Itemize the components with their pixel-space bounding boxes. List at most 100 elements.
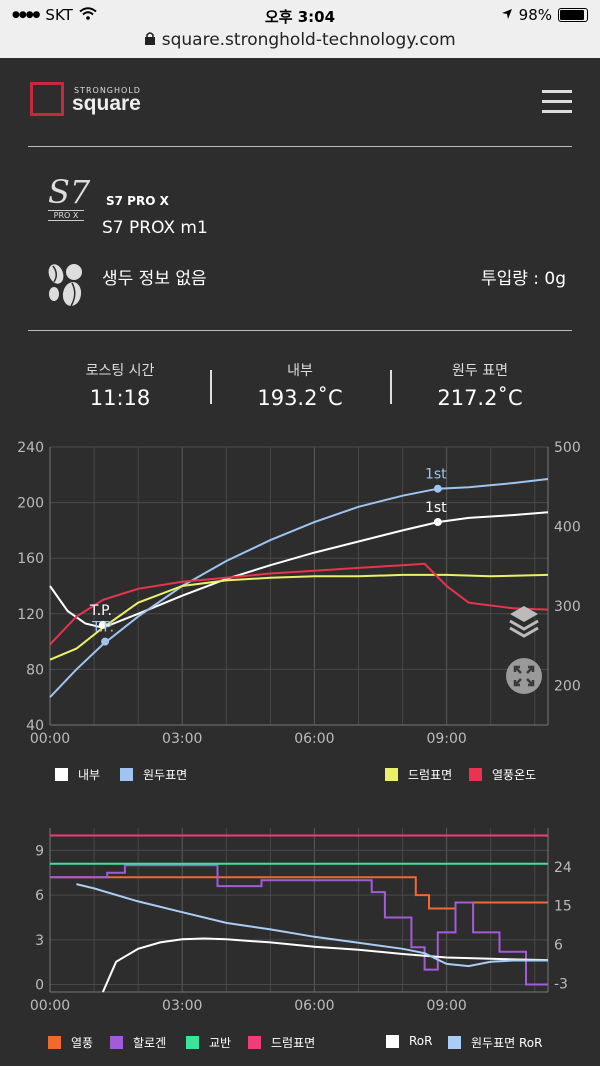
- clock: 오후 3:04: [264, 8, 336, 26]
- control-chart: 9 6 3 0 24 15 6 -3 00:00 03:00 06:00 09:00: [30, 828, 572, 1014]
- signal-icon: ●●●●: [12, 10, 40, 20]
- legend-label: 교반: [209, 1036, 232, 1050]
- legend-label: 열풍온도: [492, 768, 537, 782]
- legend-halogen[interactable]: 할로겐: [110, 1034, 166, 1051]
- legend-label: 원두표면: [143, 768, 188, 782]
- event-marker-label: 1st: [425, 467, 447, 483]
- layers-icon[interactable]: [508, 604, 540, 642]
- y-left-tick-label: 120: [17, 607, 44, 623]
- x-tick-label: 03:00: [162, 998, 202, 1014]
- battery-icon: [558, 8, 588, 22]
- legend-ror[interactable]: RoR: [386, 1034, 432, 1048]
- y-right-tick-label: 15: [554, 899, 572, 915]
- legend-swatch: [186, 1036, 199, 1049]
- series-line: [49, 511, 549, 629]
- legend-hot-air[interactable]: 열풍온도: [469, 766, 536, 783]
- stat-divider: [210, 370, 212, 404]
- legend-swatch: [386, 1034, 399, 1048]
- legend-label: 원두표면 RoR: [471, 1036, 543, 1050]
- legend-bean-ror[interactable]: 원두표면 RoR: [448, 1034, 542, 1051]
- y-right-tick-label: 24: [554, 860, 572, 876]
- stat-bean-surface: 원두 표면 217.2˚C: [395, 360, 565, 410]
- device-model: S7 PRO X: [106, 194, 169, 208]
- carrier-label: SKT: [45, 6, 73, 24]
- location-icon: [501, 6, 513, 24]
- stat-label: 로스팅 시간: [85, 363, 155, 379]
- legend-inner[interactable]: 내부: [55, 766, 100, 783]
- browser-status-bar: ●●●● SKT 오후 3:04 98% square.stronghold-t…: [0, 0, 600, 58]
- app-header: STRONGHOLD square: [0, 58, 600, 148]
- event-marker: [101, 637, 110, 646]
- series-line: [50, 864, 548, 986]
- y-left-tick-label: 200: [17, 496, 44, 512]
- legend-label: RoR: [409, 1034, 433, 1048]
- address-bar[interactable]: square.stronghold-technology.com: [0, 30, 600, 50]
- stat-label: 원두 표면: [452, 363, 508, 379]
- x-tick-label: 06:00: [294, 731, 334, 747]
- coffee-bean-icon: [46, 262, 88, 308]
- brand-small-text: STRONGHOLD: [74, 86, 141, 95]
- stat-value: 193.2˚C: [257, 386, 343, 410]
- legend-swatch: [55, 768, 68, 781]
- series-line: [76, 883, 548, 968]
- legend-heat[interactable]: 열풍: [48, 1034, 93, 1051]
- x-tick-label: 00:00: [30, 731, 70, 747]
- series-line: [49, 573, 549, 661]
- series-line: [49, 478, 549, 698]
- fullscreen-icon[interactable]: [506, 658, 542, 694]
- legend-label: 드럼표면: [271, 1036, 316, 1050]
- lock-icon: [144, 30, 161, 50]
- wifi-icon: [79, 6, 97, 24]
- legend-swatch: [248, 1036, 261, 1049]
- x-tick-label: 09:00: [426, 998, 466, 1014]
- y-right-tick-label: 200: [554, 678, 581, 694]
- url-text: square.stronghold-technology.com: [161, 30, 456, 50]
- x-tick-label: 06:00: [294, 998, 334, 1014]
- x-tick-label: 00:00: [30, 998, 70, 1014]
- stat-label: 내부: [287, 363, 313, 379]
- legend-label: 열풍: [71, 1036, 94, 1050]
- event-marker: [433, 518, 442, 527]
- x-tick-label: 09:00: [426, 731, 466, 747]
- legend-bean-surface[interactable]: 원두표면: [120, 766, 187, 783]
- bean-info: 생두 정보 없음: [102, 269, 207, 289]
- y-right-tick-label: -3: [554, 976, 568, 992]
- stat-value: 11:18: [89, 386, 151, 410]
- divider: [28, 146, 572, 147]
- legend-drum-surface[interactable]: 드럼표면: [385, 766, 452, 783]
- legend-drum-surface-2[interactable]: 드럼표면: [248, 1034, 315, 1051]
- event-marker-label: T.P.: [89, 603, 112, 619]
- legend-label: 드럼표면: [408, 768, 453, 782]
- hamburger-menu-icon[interactable]: [542, 90, 572, 114]
- stat-inner-temp: 내부 193.2˚C: [215, 360, 385, 410]
- s7-logo-icon: S7 PRO X: [48, 173, 91, 221]
- event-marker-label: T.P.: [91, 620, 114, 636]
- y-left-tick-label: 80: [26, 662, 44, 678]
- y-left-tick-label: 0: [35, 978, 44, 994]
- y-left-tick-label: 9: [35, 843, 44, 859]
- legend-swatch: [110, 1036, 123, 1049]
- legend-swatch: [448, 1036, 461, 1049]
- legend-swatch: [469, 768, 482, 781]
- y-left-tick-label: 240: [17, 440, 44, 456]
- temperature-chart: 240 200 160 120 80 40 500 400 300 200 00:00 03:00 06…: [17, 440, 581, 747]
- y-right-tick-label: 300: [554, 599, 581, 615]
- y-left-tick-label: 6: [35, 888, 44, 904]
- x-tick-label: 03:00: [162, 731, 202, 747]
- divider: [28, 330, 572, 331]
- legend-swatch: [385, 768, 398, 781]
- battery-percent: 98%: [518, 6, 552, 24]
- legend-agitator[interactable]: 교반: [186, 1034, 231, 1051]
- device-name: S7 PROX m1: [102, 218, 208, 238]
- legend-swatch: [48, 1036, 61, 1049]
- stat-divider: [390, 370, 392, 404]
- event-marker: [433, 484, 442, 493]
- event-marker-label: 1st: [425, 500, 447, 516]
- charge-amount: 투입량 : 0g: [480, 269, 566, 289]
- y-right-tick-label: 500: [554, 440, 581, 456]
- stat-value: 217.2˚C: [437, 386, 523, 410]
- event-marker: [98, 620, 107, 629]
- y-right-tick-label: 6: [554, 938, 563, 954]
- brand-logo-mark[interactable]: [30, 82, 64, 116]
- series-line: [49, 562, 549, 646]
